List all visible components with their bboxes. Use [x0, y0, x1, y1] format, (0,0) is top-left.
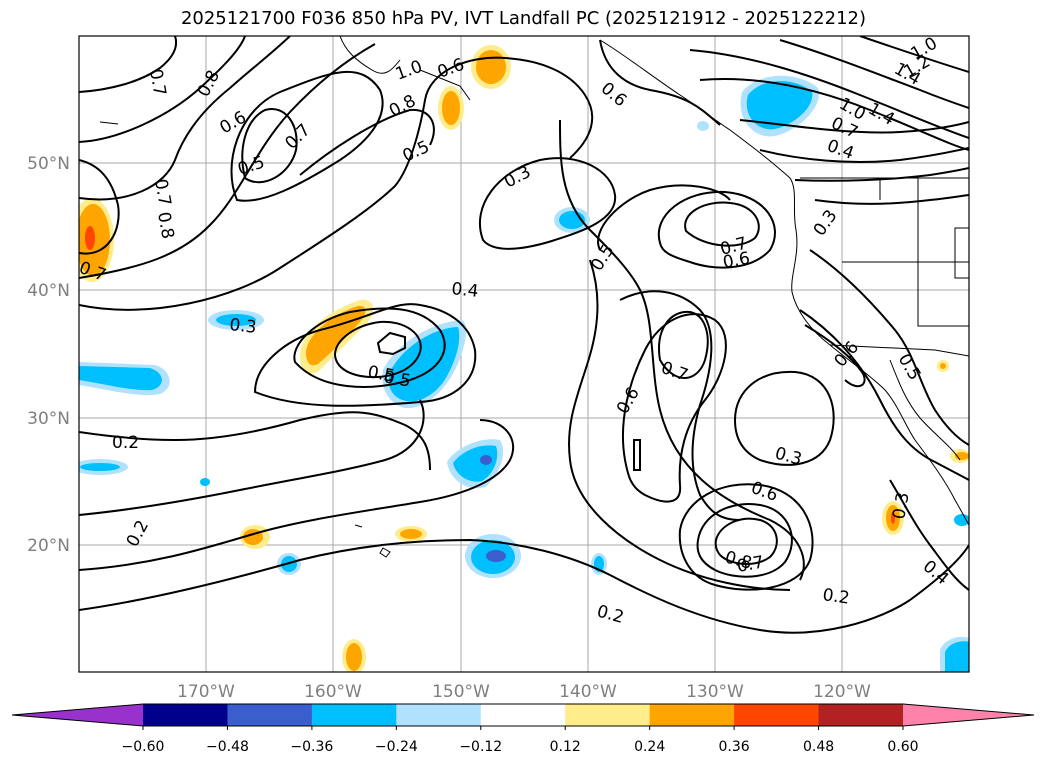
- colorbar-segment: [818, 704, 904, 726]
- colorbar-segment: [143, 704, 228, 726]
- lat-label: 40°N: [27, 281, 70, 301]
- lon-label: 120°W: [813, 682, 871, 702]
- longitude-labels: 170°W 160°W 150°W 140°W 130°W 120°W: [177, 682, 871, 702]
- colorbar-tick-label: −0.24: [375, 739, 418, 755]
- colorbar-segment: [565, 704, 651, 726]
- contour-label: 0.7: [145, 67, 169, 97]
- colorbar-segment: [649, 704, 735, 726]
- latitude-labels: 50°N 40°N 30°N 20°N: [27, 154, 70, 556]
- lon-label: 170°W: [177, 682, 235, 702]
- contour-label: 0.2: [112, 433, 139, 453]
- lat-label: 20°N: [27, 536, 70, 556]
- contour-label: 0.7: [735, 553, 765, 577]
- contour-label: 0.3: [889, 491, 913, 521]
- figure-title: 2025121700 F036 850 hPa PV, IVT Landfall…: [180, 8, 867, 29]
- contour-label: 0.7: [150, 177, 174, 207]
- colorbar: −0.60 −0.48 −0.36 −0.24 −0.12 0.12 0.24 0.36 0.4…: [11, 703, 1035, 755]
- contour-label: 0.3: [228, 315, 257, 338]
- contour-label: 0.8: [153, 210, 177, 240]
- contour-label: 0.5: [382, 367, 412, 391]
- colorbar-segment: [734, 704, 820, 726]
- colorbar-tick-label: 0.12: [550, 739, 581, 755]
- map-frame: [78, 35, 970, 673]
- contour-label: 0.2: [821, 585, 851, 609]
- colorbar-tick-label: 0.36: [719, 739, 750, 755]
- colorbar-tick-label: −0.36: [290, 739, 333, 755]
- colorbar-extend-low: [12, 704, 143, 726]
- colorbar-segment: [480, 704, 566, 726]
- lon-label: 140°W: [559, 682, 617, 702]
- colorbar-tick-label: −0.48: [206, 739, 249, 755]
- colorbar-tick-label: 0.60: [887, 739, 918, 755]
- contour-label: 0.4: [450, 279, 479, 302]
- pv-contours: [79, 36, 969, 634]
- colorbar-tick-label: 0.48: [803, 739, 834, 755]
- colorbar-tick-label: 0.24: [634, 739, 665, 755]
- lat-label: 50°N: [27, 154, 70, 174]
- contour-label: 0.6: [721, 249, 751, 273]
- colorbar-tick-label: −0.12: [459, 739, 502, 755]
- map-panel: 0.7 0.8 0.6 0.5 0.7 0.7 0.8 0.7 0.6 1.0 …: [79, 36, 969, 672]
- lon-label: 160°W: [304, 682, 362, 702]
- colorbar-extend-high: [903, 704, 1034, 726]
- lat-label: 30°N: [27, 409, 70, 429]
- shading-positive: [79, 45, 969, 672]
- colorbar-segment: [311, 704, 397, 726]
- contour-label: 0.5: [366, 362, 396, 386]
- colorbar-segment: [227, 704, 313, 726]
- colorbar-segment: [396, 704, 482, 726]
- lon-label: 150°W: [432, 682, 490, 702]
- colorbar-tick-label: −0.60: [122, 739, 165, 755]
- lon-label: 130°W: [686, 682, 744, 702]
